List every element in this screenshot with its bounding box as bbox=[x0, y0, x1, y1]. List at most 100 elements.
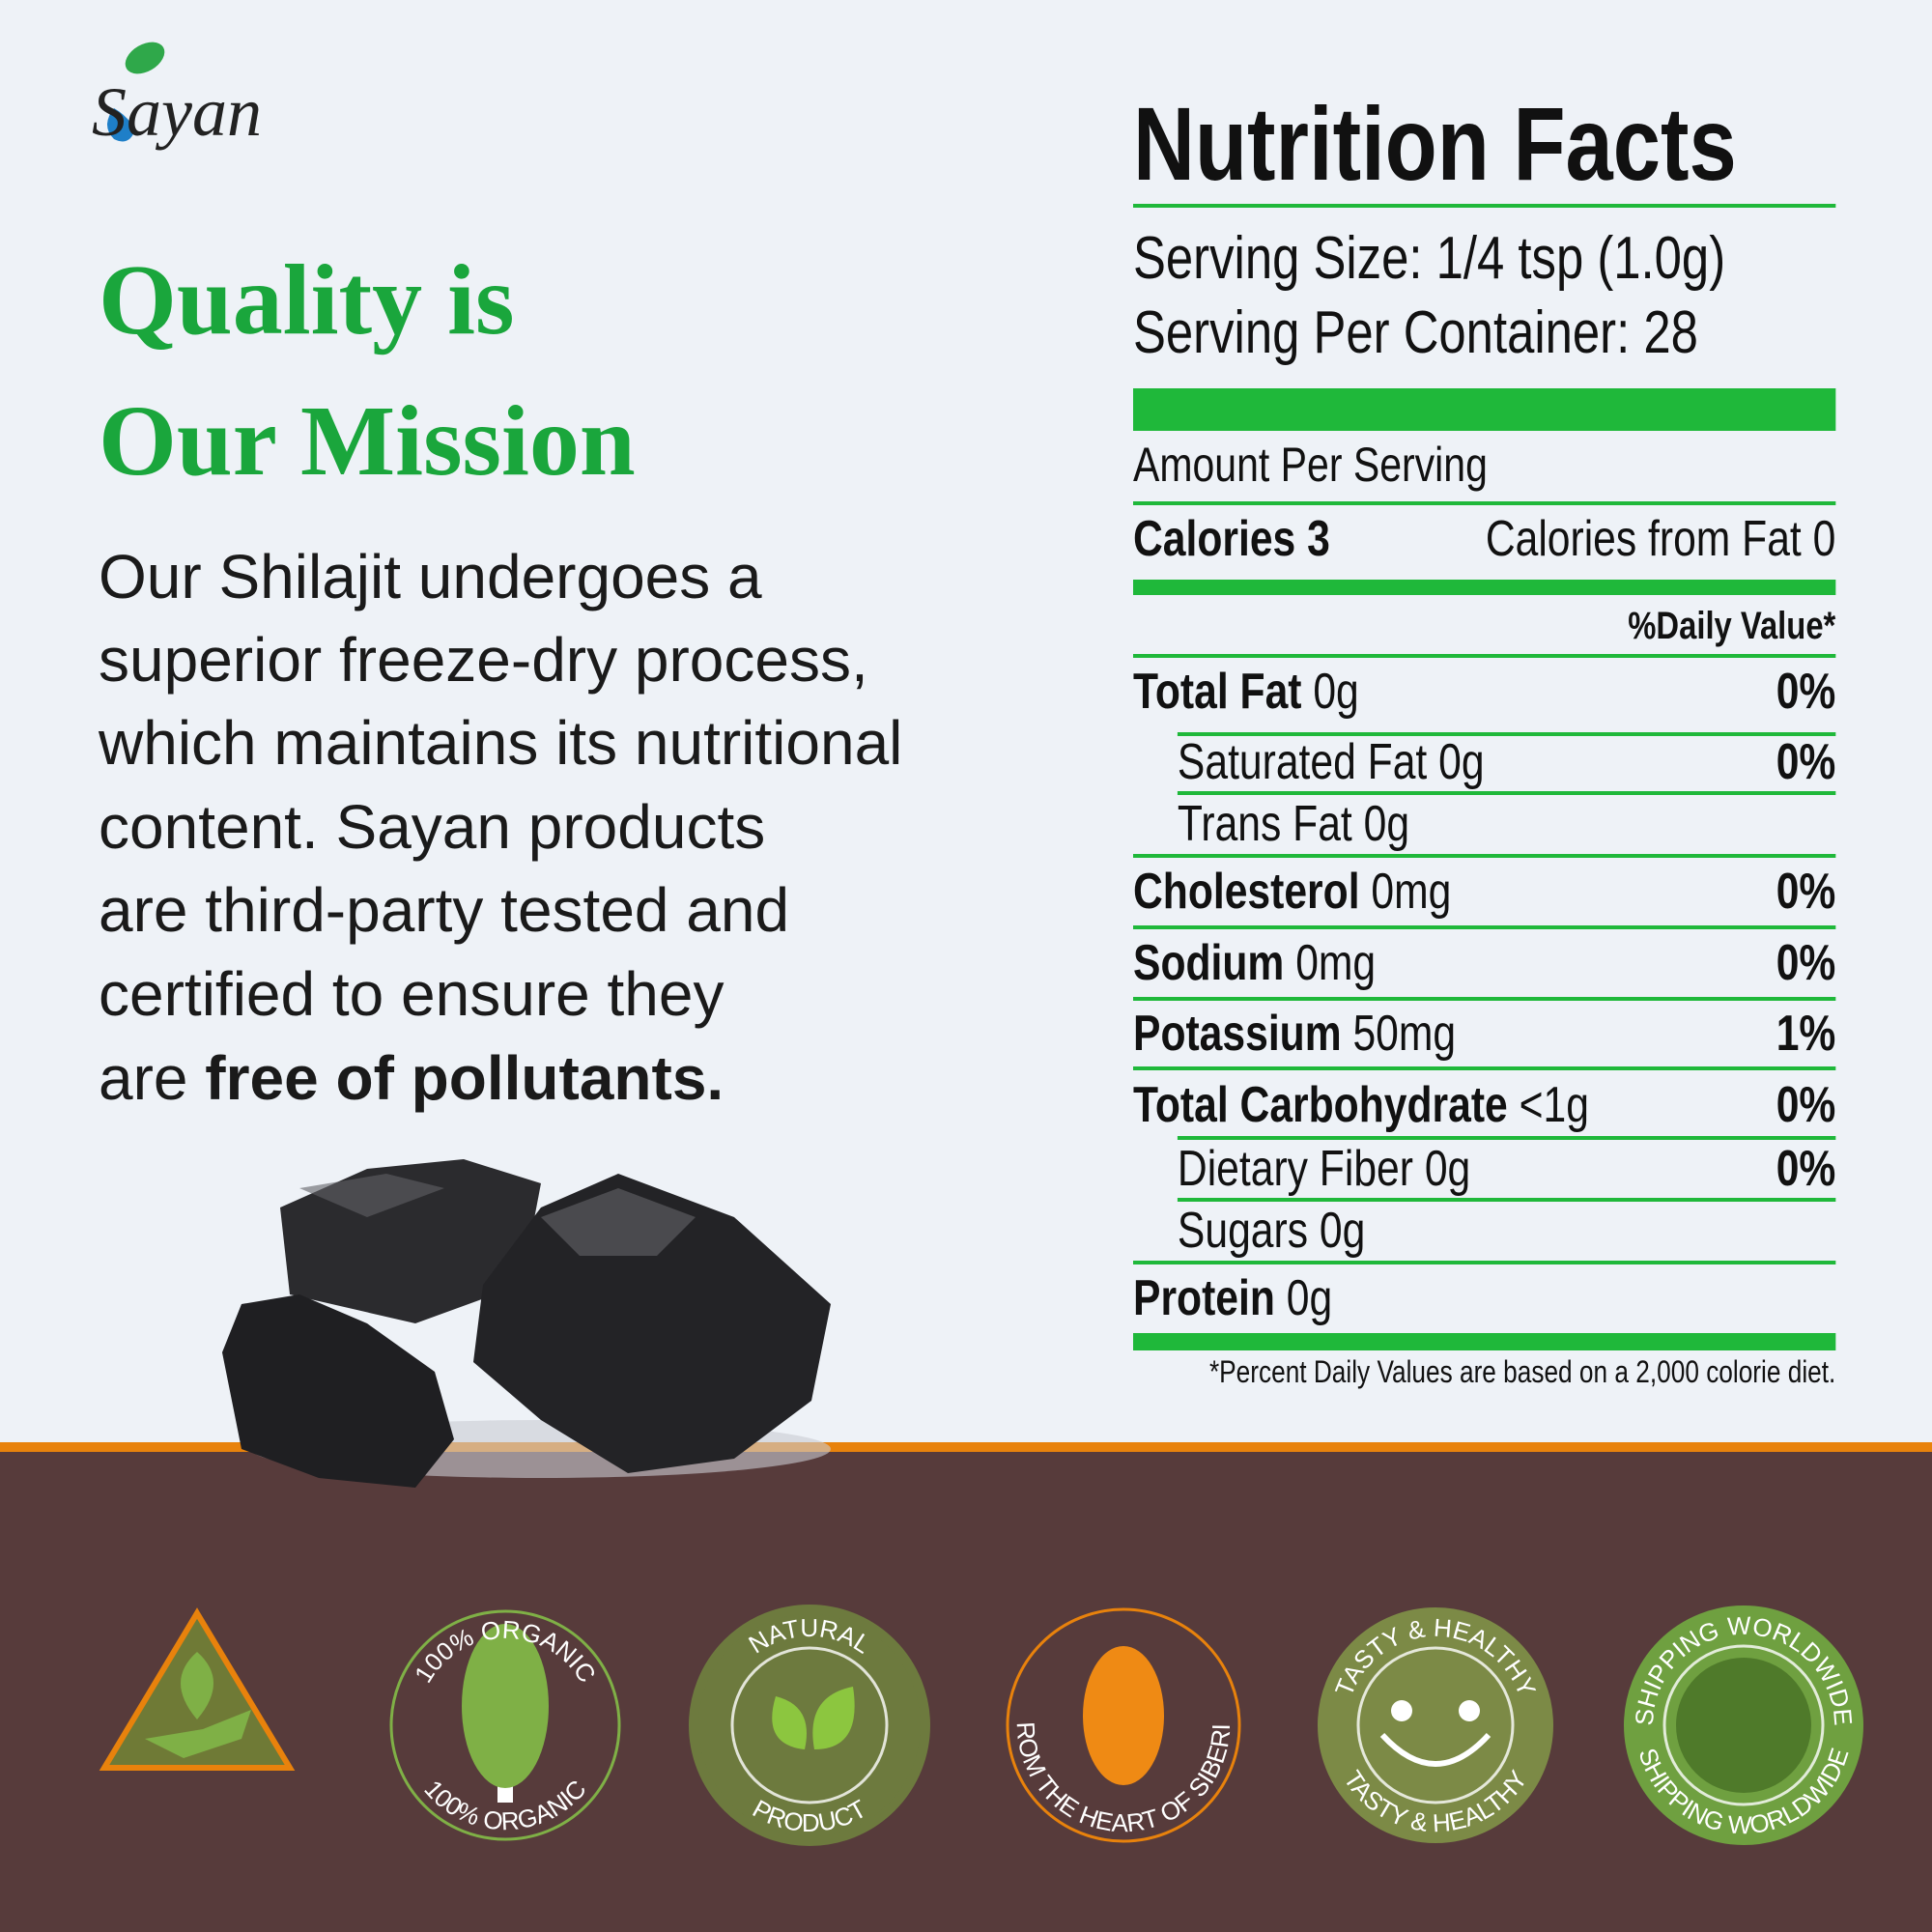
nutrient-name: Total Carbohydrate bbox=[1133, 1077, 1508, 1133]
smile bbox=[1379, 1732, 1492, 1767]
nutrition-facts: Nutrition Facts Serving Size: 1/4 tsp (1.… bbox=[1133, 86, 1836, 1390]
rule bbox=[1133, 925, 1836, 929]
logo-drop bbox=[107, 108, 135, 142]
body-emphasis: free of pollutants. bbox=[205, 1043, 724, 1113]
body-line: superior freeze-dry process, bbox=[99, 625, 868, 695]
badge-circle bbox=[1006, 1607, 1241, 1843]
rule bbox=[1177, 1198, 1836, 1202]
badge-circle bbox=[389, 1609, 621, 1841]
nutrient-name: Sodium bbox=[1133, 935, 1284, 991]
daily-value: 0% bbox=[1776, 864, 1836, 920]
nutrient-name: Potassium bbox=[1133, 1006, 1342, 1062]
rule bbox=[1133, 1261, 1836, 1264]
rock-highlight bbox=[299, 1174, 444, 1217]
nutrient-amount: 0g bbox=[1313, 664, 1358, 720]
rule bbox=[1133, 854, 1836, 858]
badge-circle bbox=[689, 1605, 930, 1846]
badge-inner-ring bbox=[1356, 1646, 1515, 1804]
rule bbox=[1133, 1066, 1836, 1070]
body-line: content. Sayan products bbox=[99, 792, 765, 862]
heart bbox=[1391, 1700, 1412, 1721]
logo-leaf bbox=[125, 42, 165, 74]
nutrient-amount: 0g bbox=[1438, 734, 1484, 790]
nutrient-row: Protein 0g bbox=[1133, 1270, 1332, 1326]
logo: Sayan bbox=[92, 42, 262, 151]
logo-text: Sayan bbox=[92, 73, 262, 151]
body-line: Our Shilajit undergoes a bbox=[99, 542, 762, 611]
nutrient-amount: 0g bbox=[1425, 1141, 1470, 1197]
daily-value: 1% bbox=[1776, 1006, 1836, 1062]
rule bbox=[1133, 388, 1836, 431]
nutrient-amount: 0mg bbox=[1295, 935, 1376, 991]
nutrient-name: Saturated Fat bbox=[1178, 734, 1427, 790]
nutrient-name: Protein bbox=[1133, 1270, 1275, 1326]
rock bbox=[473, 1174, 831, 1473]
globe bbox=[1676, 1658, 1811, 1793]
daily-value: 0% bbox=[1776, 1141, 1836, 1197]
heart bbox=[1459, 1700, 1480, 1721]
footnote: *Percent Daily Values are based on a 2,0… bbox=[1209, 1356, 1835, 1390]
leaf-icon bbox=[772, 1687, 855, 1749]
body-line: certified to ensure they bbox=[99, 959, 724, 1029]
rule bbox=[1177, 732, 1836, 736]
rock bbox=[222, 1294, 454, 1488]
headline: Our Mission bbox=[99, 385, 636, 497]
nutrient-row: Total Carbohydrate <1g bbox=[1133, 1077, 1589, 1133]
tree-crown bbox=[462, 1624, 549, 1788]
badge-circle bbox=[1318, 1607, 1553, 1843]
rule bbox=[1133, 501, 1836, 505]
bottom-band bbox=[0, 1442, 1932, 1932]
nutrient-amount: 50mg bbox=[1352, 1006, 1456, 1062]
rule bbox=[1133, 654, 1836, 658]
daily-value: 0% bbox=[1776, 664, 1836, 720]
daily-value: 0% bbox=[1776, 734, 1836, 790]
nutrient-name: Trans Fat bbox=[1178, 796, 1352, 852]
rule bbox=[1133, 580, 1836, 595]
headline: Quality is bbox=[99, 244, 515, 355]
nutrient-name: Cholesterol bbox=[1133, 864, 1360, 920]
body-line: are free of pollutants. bbox=[99, 1043, 724, 1113]
serving-size: Serving Size: 1/4 tsp (1.0g) bbox=[1133, 225, 1725, 292]
rule bbox=[1133, 997, 1836, 1001]
nutrient-row: Trans Fat 0g bbox=[1178, 796, 1409, 852]
nutrient-row: Cholesterol 0mg bbox=[1133, 864, 1451, 920]
body-text-start: are bbox=[99, 1043, 188, 1113]
nutrient-amount: <1g bbox=[1520, 1077, 1589, 1133]
nutrient-row: Potassium 50mg bbox=[1133, 1006, 1456, 1062]
nutrient-row: Sugars 0g bbox=[1178, 1203, 1365, 1259]
nutrient-amount: 0g bbox=[1287, 1270, 1332, 1326]
body-line: are third-party tested and bbox=[99, 875, 789, 945]
body-line: which maintains its nutritional bbox=[98, 708, 902, 778]
nutrient-row: Total Fat 0g bbox=[1133, 664, 1359, 720]
leaf bbox=[181, 1652, 213, 1719]
nutrient-row: Saturated Fat 0g bbox=[1178, 734, 1485, 790]
badge-inner-ring bbox=[1662, 1644, 1825, 1806]
nutrition-title: Nutrition Facts bbox=[1133, 86, 1737, 202]
rock-highlight bbox=[541, 1188, 696, 1256]
rule bbox=[1133, 204, 1836, 208]
recycle-badge bbox=[99, 1607, 296, 1771]
nutrient-amount: 0g bbox=[1320, 1203, 1365, 1259]
nutrient-name: Sugars bbox=[1178, 1203, 1308, 1259]
nutrient-row: Dietary Fiber 0g bbox=[1178, 1141, 1470, 1197]
servings-per-container: Serving Per Container: 28 bbox=[1133, 299, 1698, 366]
nutrient-amount: 0g bbox=[1364, 796, 1409, 852]
rule bbox=[1177, 1136, 1836, 1140]
pine-cone bbox=[1083, 1646, 1164, 1785]
amount-per-serving: Amount Per Serving bbox=[1133, 438, 1488, 492]
hand bbox=[145, 1710, 251, 1758]
shilajit-image bbox=[222, 1159, 831, 1488]
daily-value: 0% bbox=[1776, 935, 1836, 991]
nutrient-name: Total Fat bbox=[1133, 664, 1302, 720]
orange-stripe bbox=[0, 1442, 1932, 1452]
daily-value-header: %Daily Value* bbox=[1628, 604, 1836, 647]
calories: Calories 3 bbox=[1133, 511, 1330, 567]
daily-value: 0% bbox=[1776, 1077, 1836, 1133]
nutrient-row: Sodium 0mg bbox=[1133, 935, 1376, 991]
rule bbox=[1133, 1333, 1836, 1350]
nutrient-amount: 0mg bbox=[1371, 864, 1451, 920]
calories-from-fat: Calories from Fat 0 bbox=[1486, 511, 1836, 567]
